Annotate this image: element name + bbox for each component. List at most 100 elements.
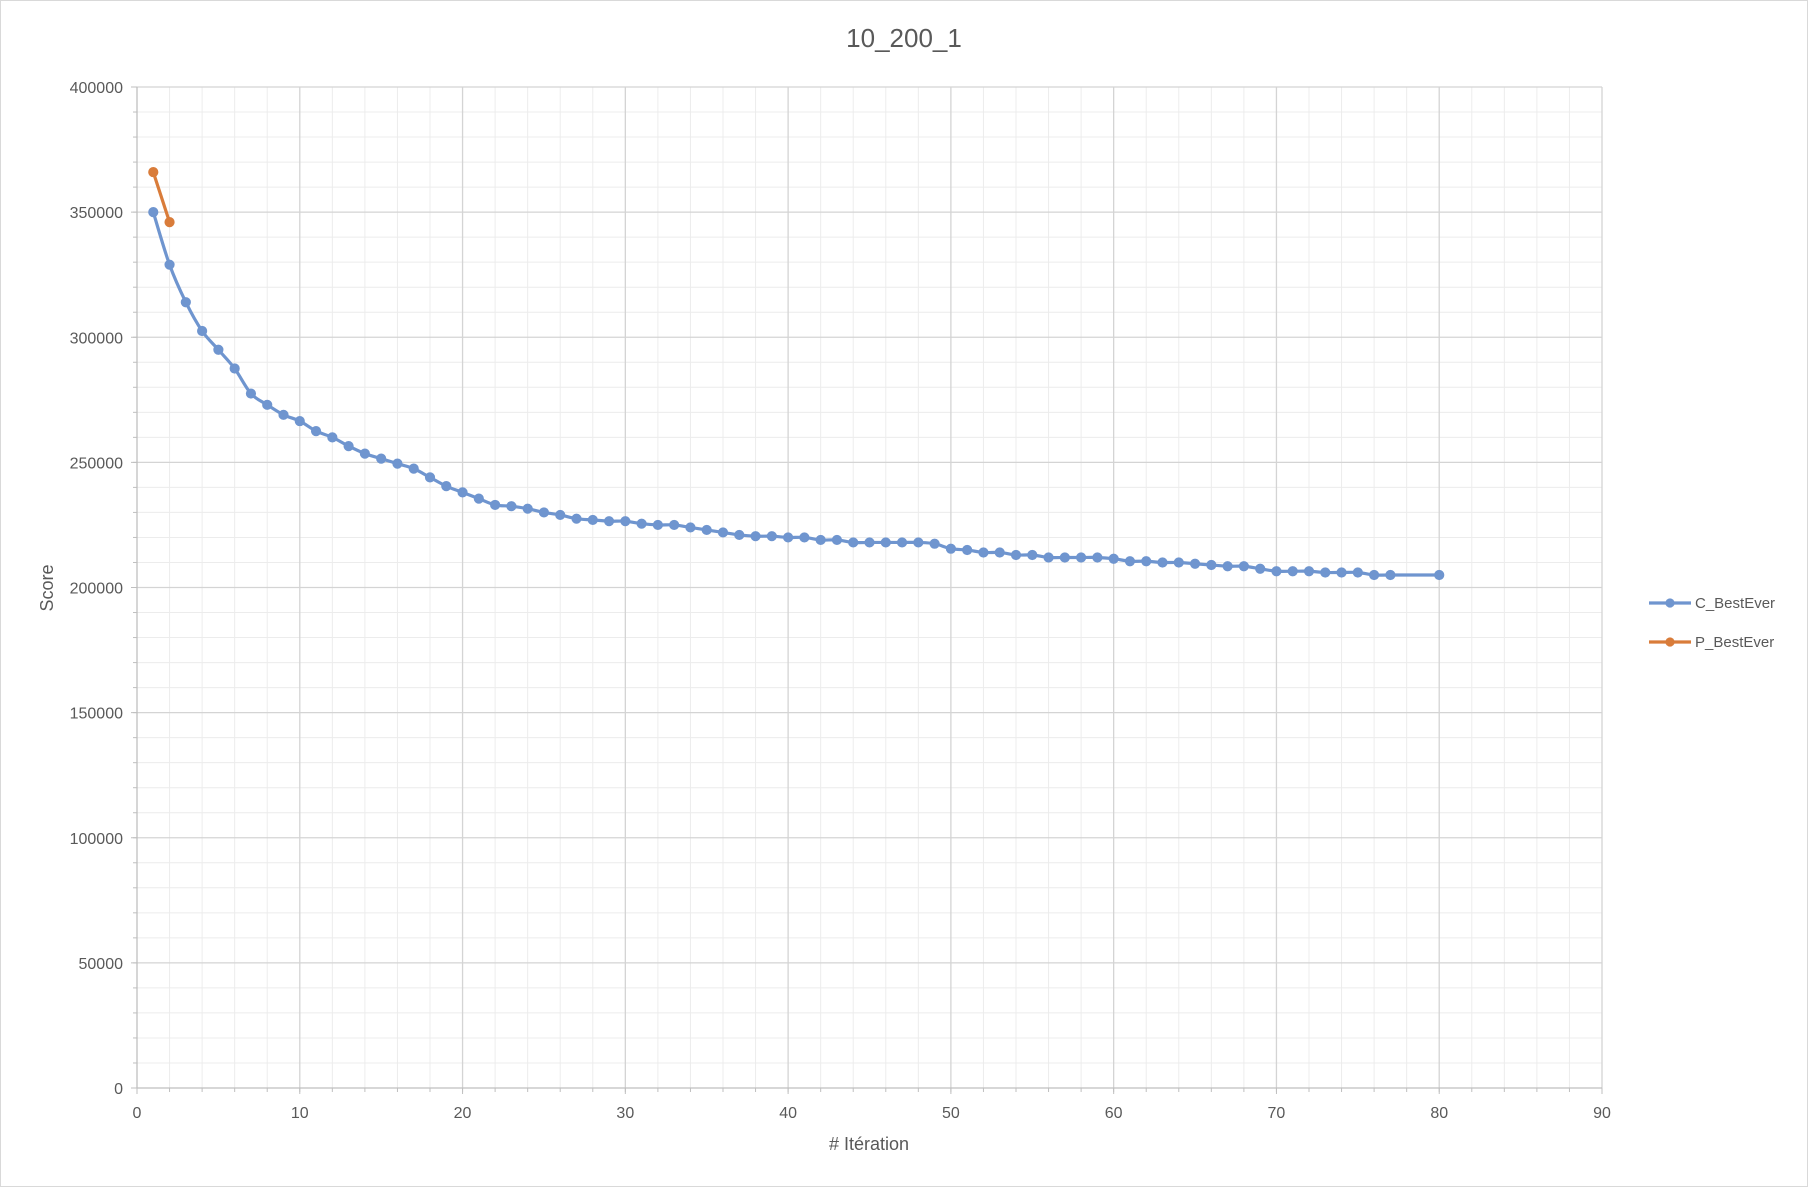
data-point [164,259,175,270]
data-point [213,344,224,355]
data-point [148,166,159,178]
data-point [1010,549,1022,561]
data-point [603,516,615,527]
y-tick-label: 0 [114,1081,123,1098]
major-gridlines [137,86,1603,1088]
data-point [913,537,924,548]
data-point [701,524,712,536]
legend-marker [1665,637,1675,647]
data-point [359,448,370,459]
x-tick-label: 90 [1593,1105,1611,1122]
data-point [717,527,729,538]
data-point [1352,567,1363,578]
data-point [1076,552,1087,563]
y-tick-label: 100000 [70,831,123,848]
data-series [148,166,1445,581]
legend-marker [1665,598,1675,608]
data-point [164,217,175,228]
data-point [1369,569,1380,581]
data-point [262,399,273,410]
legend: C_BestEver P_BestEver [1649,595,1775,651]
data-point [1108,553,1119,564]
data-point [148,207,159,218]
series-line [151,210,1441,577]
x-tick-label: 40 [779,1105,797,1122]
legend-label: P_BestEver [1695,634,1774,651]
data-point [424,472,436,483]
data-point [1320,567,1331,578]
data-point [506,501,517,512]
data-point [685,522,696,533]
data-point [1043,552,1054,563]
data-point [441,481,452,492]
data-point [327,432,338,443]
y-tick-label: 200000 [70,581,123,598]
data-point [245,388,257,399]
data-point [538,507,550,518]
y-tick-label: 400000 [70,80,123,97]
x-tick-label: 60 [1105,1105,1123,1122]
data-point [945,543,956,554]
data-point [376,453,387,464]
axes [131,86,1603,1094]
data-point [1271,566,1282,577]
data-point [1173,557,1184,568]
data-point [831,534,843,546]
data-point [180,297,191,308]
series-P_BestEver [148,166,175,228]
data-point [815,534,826,546]
data-point [571,513,582,524]
data-point [766,531,777,542]
data-point [1189,558,1201,569]
x-axis-tick-labels: 0 10 20 30 40 50 60 70 80 90 [133,1105,1611,1122]
data-point [278,409,289,420]
y-axis-tick-labels: 0 50000 100000 150000 200000 250000 300000 3500… [70,80,123,1098]
data-point [783,532,794,543]
x-tick-label: 30 [616,1105,634,1122]
x-tick-label: 10 [291,1105,309,1122]
data-point [734,529,745,541]
data-point [1336,567,1347,578]
data-point [1434,569,1445,581]
data-point [229,363,240,374]
data-point [1303,566,1315,577]
x-axis-title: # Itération [829,1134,909,1154]
data-point [620,516,631,527]
data-point [994,547,1005,558]
series-line [151,170,172,224]
data-point [1287,566,1298,577]
data-point [343,441,354,452]
data-point [962,544,973,556]
data-point [294,415,305,427]
data-point [1206,559,1217,571]
data-point [1222,561,1233,572]
data-point [555,509,566,521]
data-point [929,538,940,549]
chart-title: 10_200_1 [846,23,962,53]
data-point [880,537,891,548]
y-axis-title: Score [37,564,57,611]
data-point [864,537,875,548]
x-tick-label: 70 [1268,1105,1286,1122]
data-point [1141,556,1152,567]
data-point [1059,552,1070,563]
data-point [473,493,484,504]
y-tick-label: 250000 [70,455,123,472]
data-point [1255,563,1266,574]
data-point [652,519,663,531]
data-point [1124,556,1136,567]
y-tick-label: 150000 [70,706,123,723]
legend-label: C_BestEver [1695,595,1775,612]
data-point [310,425,322,437]
data-point [522,503,533,514]
y-tick-label: 50000 [79,956,124,973]
data-point [490,499,501,511]
data-point [408,463,419,474]
data-point [669,519,680,531]
data-point [1027,549,1038,561]
data-point [1092,552,1103,563]
data-point [848,537,859,548]
data-point [1157,557,1168,568]
